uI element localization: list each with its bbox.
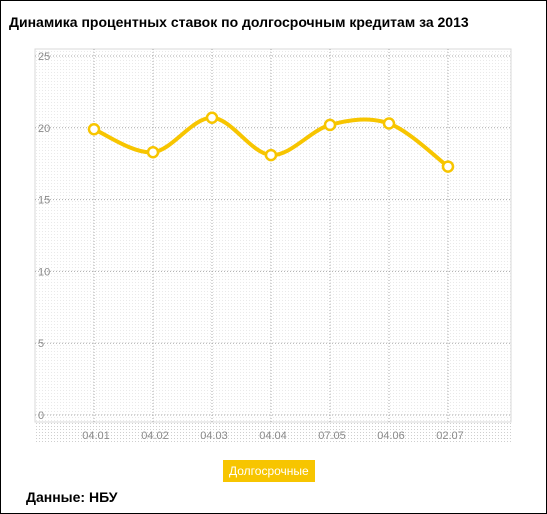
x-tick-label: 07.05 bbox=[318, 430, 346, 442]
y-axis: 0 5 10 15 20 25 bbox=[38, 51, 50, 422]
data-point[interactable] bbox=[441, 160, 455, 173]
data-points bbox=[87, 111, 455, 173]
data-point[interactable] bbox=[146, 145, 160, 159]
y-tick-label: 20 bbox=[38, 123, 50, 135]
chart-title: Динамика процентных ставок по долгосрочн… bbox=[9, 14, 469, 30]
y-tick-label: 10 bbox=[38, 266, 50, 278]
x-tick-label: 04.04 bbox=[259, 430, 287, 442]
x-tick-label: 04.02 bbox=[141, 430, 169, 442]
data-point[interactable] bbox=[382, 117, 396, 130]
data-point[interactable] bbox=[87, 122, 101, 136]
plot-area bbox=[34, 48, 512, 423]
x-tick-label: 02.07 bbox=[436, 430, 464, 442]
x-tick-label: 04.03 bbox=[200, 430, 228, 442]
x-axis: 04.01 04.02 04.03 04.04 07.05 04.06 02.07 bbox=[82, 430, 464, 442]
x-tick-label: 04.01 bbox=[82, 430, 110, 442]
x-tick-label: 04.06 bbox=[377, 430, 405, 442]
data-point[interactable] bbox=[205, 111, 219, 124]
y-tick-label: 25 bbox=[38, 51, 50, 63]
grid-lines bbox=[35, 49, 511, 422]
legend-item-долгосрочные[interactable]: Долгосрочные bbox=[223, 460, 315, 482]
y-tick-label: 0 bbox=[38, 410, 44, 422]
data-point[interactable] bbox=[323, 118, 337, 132]
data-point[interactable] bbox=[264, 148, 278, 162]
y-tick-label: 15 bbox=[38, 195, 50, 207]
data-source-label: Данные: НБУ bbox=[26, 489, 118, 505]
y-tick-label: 5 bbox=[38, 338, 44, 350]
